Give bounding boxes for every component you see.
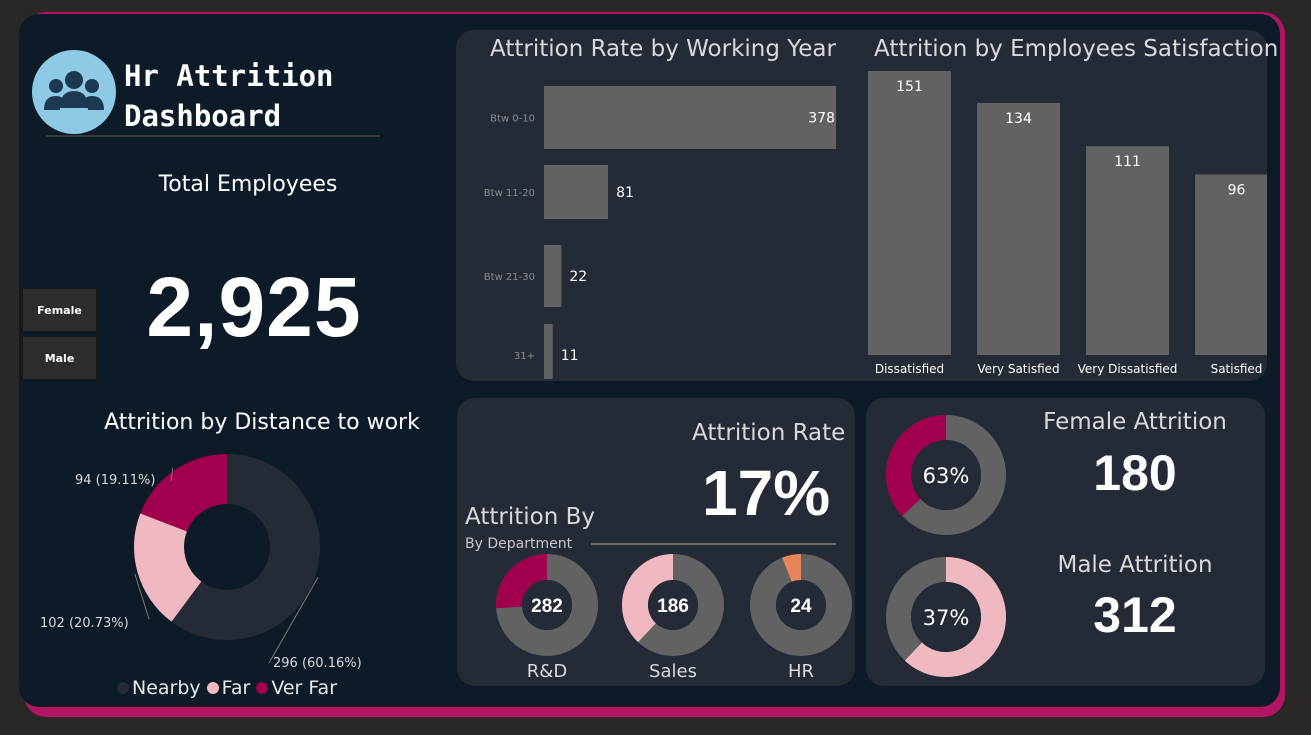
distance-chart-title: Attrition by Distance to work	[104, 410, 420, 435]
male-attrition-label: Male Attrition	[1057, 552, 1213, 578]
category-label-r-d: R&D	[527, 661, 567, 682]
category-label-hr: HR	[788, 661, 814, 682]
bar-satisfied	[1195, 174, 1267, 355]
distance-donut-chart: 296 (60.16%) 102 (20.73%) 94 (19.11%)	[40, 454, 362, 671]
dashboard-title: Hr Attrition Dashboard	[124, 59, 334, 133]
bar-btw-0-10	[544, 86, 836, 149]
donut-hole-sales	[648, 580, 698, 630]
legend-swatch-far	[206, 682, 219, 694]
data-label-very-satisfied: 134	[1005, 111, 1032, 127]
legend-label-ver-far: Ver Far	[271, 677, 338, 699]
female-donut-pct-label: 63%	[923, 464, 970, 488]
slice-hr	[782, 554, 801, 582]
donut-hole-r-d	[522, 580, 572, 630]
data-label-hr: 24	[790, 596, 812, 617]
bar-very-satisfied	[977, 102, 1060, 355]
slicer-male[interactable]: Male	[22, 336, 97, 380]
bar-31	[544, 324, 553, 379]
satisfaction-chart-title: Attrition by Employees Satisfaction	[874, 36, 1279, 62]
legend-label-far: Far	[221, 677, 251, 699]
department-donut-charts: 282 R&D 186 Sales 24 HR	[496, 554, 852, 682]
female-donut-slice	[886, 415, 946, 517]
slice-sales	[622, 554, 673, 643]
bar-very-dissatisfied	[1086, 146, 1169, 355]
working-year-bar-chart: Btw 0-10 378 Btw 11-20 81 Btw 21-30 22 31+ 11	[484, 86, 836, 379]
working-year-chart-title: Attrition Rate by Working Year	[490, 36, 836, 62]
bar-btw-21-30	[544, 245, 562, 307]
logo	[32, 50, 116, 134]
legend-item-nearby: Nearby	[117, 677, 201, 699]
satisfaction-bar-chart: 151 Dissatisfied 134 Very Satisfied 111 Very …	[868, 71, 1267, 376]
data-label-nearby: 296 (60.16%)	[273, 656, 362, 671]
male-donut-slice	[904, 557, 1006, 677]
tick-label-btw-11-20: Btw 11-20	[484, 188, 535, 199]
male-donut-pct-label: 37%	[923, 606, 970, 630]
data-label-btw-0-10: 378	[808, 111, 835, 127]
tick-label-very-satisfied: Very Satisfied	[977, 362, 1059, 376]
legend-item-far: Far	[206, 677, 251, 699]
title-divider	[46, 135, 380, 137]
gender-donut-charts: 63% 37%	[886, 415, 1006, 677]
department-title: Attrition By	[465, 504, 595, 530]
bar-btw-11-20	[544, 165, 609, 219]
donut-hole-hr	[776, 580, 826, 630]
data-label-dissatisfied: 151	[896, 79, 923, 95]
department-subtitle: By Department	[465, 536, 573, 552]
data-label-very-dissatisfied: 111	[1114, 154, 1141, 170]
category-label-sales: Sales	[649, 661, 697, 682]
data-label-satisfied: 96	[1228, 182, 1246, 198]
data-label-far: 102 (20.73%)	[40, 616, 129, 631]
legend-item-ver-far: Ver Far	[256, 677, 337, 699]
leader-line-nearby	[268, 576, 319, 664]
data-label-btw-11-20: 81	[616, 185, 634, 201]
dashboard-frame: Hr Attrition Dashboard Total Employees 2…	[19, 14, 1280, 707]
data-label-sales: 186	[657, 596, 689, 617]
leader-line-ver-far	[170, 467, 174, 482]
tick-label-btw-0-10: Btw 0-10	[490, 114, 535, 125]
legend-label-nearby: Nearby	[132, 677, 201, 699]
female-attrition-value: 180	[1093, 445, 1177, 501]
total-employees-value: 2,925	[146, 260, 362, 354]
tick-label-very-dissatisfied: Very Dissatisfied	[1078, 362, 1178, 376]
female-donut-hole	[911, 440, 981, 510]
attrition-rate-label: Attrition Rate	[692, 420, 846, 446]
people-group-icon	[44, 71, 104, 110]
tick-label-dissatisfied: Dissatisfied	[875, 362, 944, 376]
data-label-31: 11	[561, 348, 579, 364]
attrition-rate-value: 17%	[702, 457, 831, 529]
bar-dissatisfied	[868, 71, 951, 355]
tick-label-31: 31+	[514, 351, 535, 362]
data-label-btw-21-30: 22	[569, 269, 587, 285]
tick-label-satisfied: Satisfied	[1211, 362, 1263, 376]
legend-swatch-ver-far	[256, 682, 269, 694]
leader-line-far	[134, 573, 150, 620]
slice-r-d	[496, 554, 547, 609]
male-attrition-value: 312	[1093, 587, 1177, 643]
data-label-r-d: 282	[531, 596, 563, 617]
male-donut-hole	[911, 582, 981, 652]
slice-nearby	[171, 454, 321, 640]
slice-far	[134, 513, 202, 622]
data-label-ver-far: 94 (19.11%)	[75, 473, 155, 488]
slicer-female[interactable]: Female	[22, 288, 97, 332]
legend-swatch-nearby	[117, 682, 129, 694]
distance-legend: Nearby Far Ver Far	[117, 677, 337, 699]
total-employees-label: Total Employees	[158, 172, 338, 197]
slice-ver-far	[140, 454, 227, 532]
department-divider	[591, 543, 836, 545]
female-attrition-label: Female Attrition	[1043, 409, 1227, 435]
tick-label-btw-21-30: Btw 21-30	[484, 272, 535, 283]
